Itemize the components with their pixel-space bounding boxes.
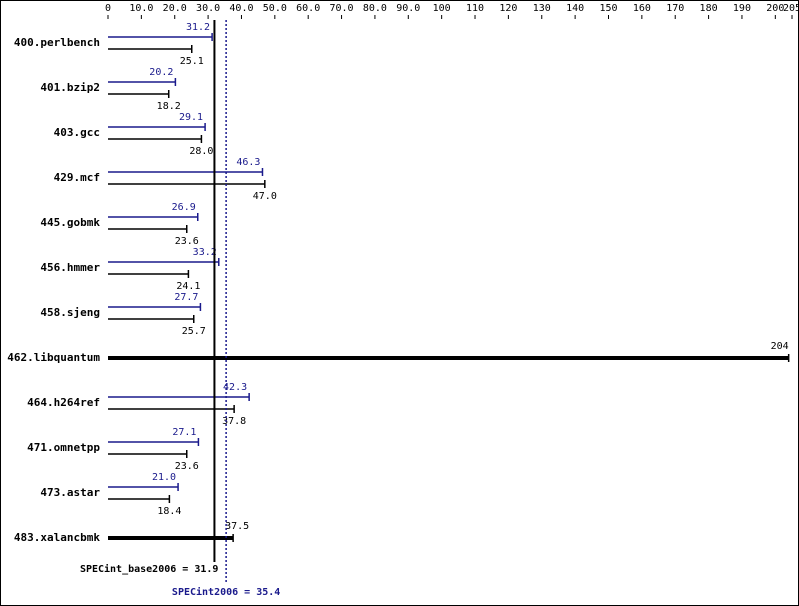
value-label: 23.6 (175, 461, 199, 472)
category-label: 458.sjeng (40, 306, 100, 319)
value-label: 42.3 (223, 382, 247, 393)
value-label: 46.3 (236, 157, 260, 168)
x-tick-label: 190 (733, 3, 751, 14)
x-tick-label: 170 (666, 3, 684, 14)
bar (108, 90, 170, 98)
value-label: 25.7 (182, 326, 206, 337)
value-label: 27.7 (174, 292, 198, 303)
bar (108, 438, 200, 446)
x-tick-label: 110 (466, 3, 484, 14)
x-tick-label: 150 (599, 3, 617, 14)
value-label: 20.2 (149, 67, 173, 78)
value-label: 21.0 (152, 472, 176, 483)
value-label: 31.2 (186, 22, 210, 33)
value-label: 37.5 (225, 521, 249, 532)
category-label: 400.perlbench (14, 36, 100, 49)
bar (108, 33, 213, 41)
x-tick-label: 30.0 (196, 3, 220, 14)
reference-label: SPECint2006 = 35.4 (172, 586, 280, 598)
category-label: 429.mcf (54, 171, 100, 184)
category-label: 464.h264ref (27, 396, 100, 409)
x-tick-label: 90.0 (396, 3, 420, 14)
x-tick-label: 40.0 (229, 3, 253, 14)
x-tick-label: 160 (633, 3, 651, 14)
bar (108, 123, 206, 131)
bar (108, 354, 790, 362)
bar (108, 180, 266, 188)
bar (108, 315, 195, 323)
value-label: 28.0 (189, 146, 213, 157)
x-tick-label: 50.0 (263, 3, 287, 14)
value-label: 25.1 (180, 56, 204, 67)
x-tick-label: 140 (566, 3, 584, 14)
category-label: 456.hmmer (40, 261, 100, 274)
value-label: 26.9 (172, 202, 196, 213)
value-label: 37.8 (222, 416, 246, 427)
category-label: 403.gcc (54, 126, 100, 139)
category-label: 401.bzip2 (40, 81, 100, 94)
category-label: 473.astar (40, 486, 100, 499)
x-tick-label: 80.0 (363, 3, 387, 14)
bar (108, 405, 235, 413)
value-label: 204 (771, 341, 789, 352)
x-tick-label: 20.0 (163, 3, 187, 14)
category-label: 462.libquantum (7, 351, 100, 364)
value-label: 33.2 (193, 247, 217, 258)
bar (108, 495, 171, 503)
value-label: 18.2 (157, 101, 181, 112)
value-label: 47.0 (253, 191, 277, 202)
reference-label: SPECint_base2006 = 31.9 (80, 563, 218, 575)
x-tick-label: 100 (433, 3, 451, 14)
bar (108, 450, 188, 458)
bar (108, 213, 199, 221)
x-tick-label: 10.0 (129, 3, 153, 14)
bar (108, 258, 220, 266)
x-tick-label: 180 (700, 3, 718, 14)
bar (108, 534, 234, 542)
x-tick-label: 205 (783, 3, 799, 14)
x-tick-label: 130 (533, 3, 551, 14)
category-label: 471.omnetpp (27, 441, 100, 454)
bar (108, 270, 190, 278)
x-tick-label: 70.0 (330, 3, 354, 14)
x-tick-label: 60.0 (296, 3, 320, 14)
value-label: 29.1 (179, 112, 203, 123)
bar (108, 225, 188, 233)
bar (108, 135, 203, 143)
bar (108, 483, 179, 491)
category-label: 483.xalancbmk (14, 531, 100, 544)
bar (108, 168, 264, 176)
value-label: 27.1 (172, 427, 196, 438)
bar (108, 78, 177, 86)
value-label: 24.1 (176, 281, 200, 292)
category-label: 445.gobmk (40, 216, 100, 229)
x-tick-label: 200 (766, 3, 784, 14)
value-label: 18.4 (157, 506, 181, 517)
x-tick-label: 120 (499, 3, 517, 14)
bar (108, 45, 193, 53)
x-tick-label: 0 (105, 3, 111, 14)
value-label: 23.6 (175, 236, 199, 247)
bar (108, 303, 202, 311)
